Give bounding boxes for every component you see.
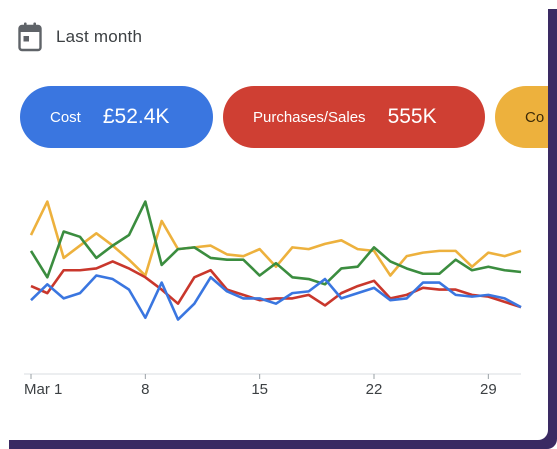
metric-label: Co — [525, 108, 545, 126]
x-tick-label: 29 — [480, 381, 497, 398]
metric-pill-cost[interactable]: Cost £52.4K — [20, 86, 213, 148]
x-tick-label: Mar 1 — [24, 381, 62, 398]
metric-value: 555K — [387, 105, 437, 128]
metric-value: £52.4K — [102, 105, 170, 128]
x-tick-label: 22 — [366, 381, 383, 398]
date-range-label: Last month — [56, 27, 143, 46]
calendar-icon — [18, 22, 42, 52]
x-tick-label: 8 — [141, 381, 149, 398]
series-line-2 — [29, 200, 522, 286]
x-tick-label: 15 — [251, 381, 268, 398]
metric-label: Cost — [50, 108, 81, 126]
metric-pill-third[interactable]: Co — [495, 86, 548, 148]
dashboard-card: Last month Cost £52.4K Purchases/Sales 5… — [18, 22, 548, 398]
line-chart: Mar 1 8 15 22 29 — [24, 200, 522, 398]
metric-pills: Cost £52.4K Purchases/Sales 555K Co — [20, 86, 548, 148]
series-line-4 — [30, 274, 522, 321]
series-line-3 — [30, 260, 522, 309]
date-range-selector[interactable]: Last month — [18, 22, 142, 52]
metric-label: Purchases/Sales — [253, 108, 366, 126]
metric-pill-purchases-sales[interactable]: Purchases/Sales 555K — [223, 86, 485, 148]
